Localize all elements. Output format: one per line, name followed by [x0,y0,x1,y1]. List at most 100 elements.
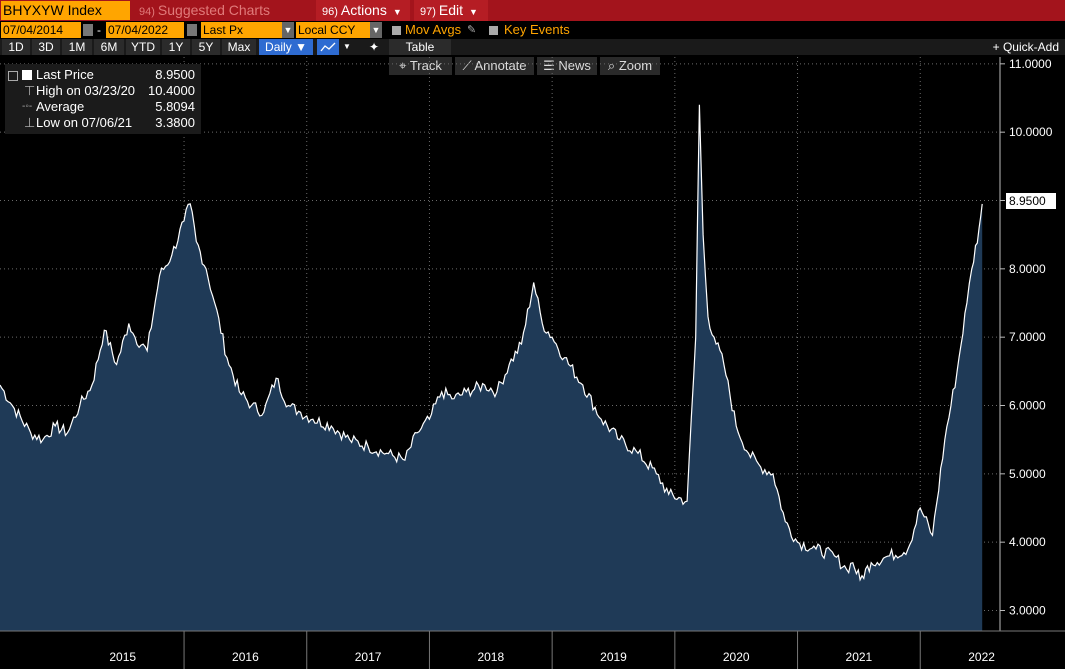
annotate-button[interactable]: ⟋ Annotate [455,57,534,75]
actions-number: 96) [322,6,338,18]
period-1m-button[interactable]: 1M [62,39,92,55]
edit-number: 97) [420,6,436,18]
price-line [0,104,983,582]
chart-options-row: 07/04/2014 - 07/04/2022 Last Px ▼ Local … [0,22,1065,38]
x-axis: 2015 2016 2017 2018 2019 2020 2021 2022 [0,630,1065,669]
average-marker-icon: -◦- [22,101,33,112]
legend-average-label: Average [36,99,85,114]
y-tick-label: 3.0000 [1009,604,1046,618]
pencil-icon[interactable]: ✎ [467,24,477,36]
track-button[interactable]: ⌖ Track [389,57,452,75]
last-price-tag: 8.9500 [1006,193,1056,209]
mov-avgs-label: Mov Avgs [405,22,462,37]
search-icon: ⌕ [607,58,619,73]
news-icon: ☰ [543,58,559,73]
y-tick-label: 4.0000 [1009,535,1046,549]
line-chart-type-icon[interactable] [317,39,339,55]
period-5y-button[interactable]: 5Y [192,39,220,55]
y-tick-label: 11.0000 [1009,57,1052,71]
chevron-down-icon: ▼ [469,7,478,17]
x-tick-label: 2020 [723,650,750,664]
legend-low-value: 3.3800 [155,115,195,130]
low-marker-icon: ⊥ [24,115,36,130]
y-tick-label: 10.0000 [1009,125,1053,139]
chart-grid [0,57,1000,631]
legend-last-value: 8.9500 [155,67,195,82]
frequency-select[interactable]: Daily ▼ [259,39,313,55]
chart-legend: Last Price 8.9500 ⊤ High on 03/23/20 10.… [5,64,201,134]
x-tick-label: 2016 [232,650,259,664]
x-tick-label: 2022 [968,650,995,664]
edit-menu-button[interactable]: 97) Edit ▼ [414,0,488,21]
track-label: Track [409,58,442,73]
date-range-separator: - [97,23,101,37]
start-date-input[interactable]: 07/04/2014 [1,22,81,38]
edit-label: Edit [438,2,464,18]
y-axis: 11.000010.00009.00008.00007.00006.00005.… [999,57,1053,631]
suggested-charts-number: 94) [139,6,155,18]
key-events-checkbox[interactable] [489,26,498,35]
zoom-button[interactable]: ⌕ Zoom [600,57,660,75]
legend-high: ⊤ High on 03/23/20 10.4000 [5,83,201,99]
plus-icon: + [992,40,1003,54]
x-tick-label: 2018 [477,650,504,664]
calendar-icon[interactable] [83,24,93,36]
y-tick-label: 5.0000 [1009,467,1046,481]
y-tick-label: 6.0000 [1009,399,1046,413]
chevron-down-icon: ▼ [295,40,307,54]
zoom-label: Zoom [618,58,653,73]
period-max-button[interactable]: Max [222,39,256,55]
table-button[interactable]: Table [389,39,451,55]
legend-high-value: 10.4000 [148,83,195,98]
price-area [0,104,983,632]
period-3d-button[interactable]: 3D [32,39,60,55]
calendar-icon[interactable] [187,24,197,36]
legend-average-value: 5.8094 [155,99,195,114]
chevron-down-icon: ▼ [392,7,402,17]
chevron-down-icon[interactable]: ▼ [370,22,382,38]
title-bar: BHYXYW Index 94) Suggested Charts 96) Acti… [0,0,1065,21]
x-tick-label: 2021 [846,650,873,664]
legend-last-price: Last Price 8.9500 [5,67,201,83]
x-tick-label: 2015 [109,650,136,664]
legend-last-label: Last Price [36,67,94,82]
period-1d-button[interactable]: 1D [2,39,30,55]
news-button[interactable]: ☰ News [537,57,597,75]
quick-add-label: Quick-Add [1002,40,1059,54]
frequency-label: Daily [265,40,292,54]
pencil-icon: ⟋ [462,58,475,73]
mov-avgs-checkbox[interactable] [392,26,401,35]
ticker-input[interactable]: BHYXYW Index [1,1,130,20]
crosshair-icon: ⌖ [399,58,410,73]
news-label: News [558,58,591,73]
key-events-label: Key Events [504,22,570,37]
gear-icon[interactable]: ✦ [364,39,384,55]
legend-low-label: Low on 07/06/21 [36,115,133,130]
actions-menu-button[interactable]: 96) Actions ▼ [316,0,410,21]
line-chart-icon [320,42,336,52]
chevron-down-icon[interactable]: ▼ [282,22,294,38]
currency-select[interactable]: Local CCY [296,22,370,38]
high-marker-icon: ⊤ [24,83,36,98]
x-tick-label: 2019 [600,650,627,664]
period-ytd-button[interactable]: YTD [126,39,160,55]
chevron-down-icon[interactable]: ▼ [341,39,353,55]
suggested-charts-label: Suggested Charts [157,2,270,18]
legend-swatch [22,70,32,80]
legend-low: ⊥ Low on 07/06/21 3.3800 [5,115,201,131]
legend-average: -◦- Average 5.8094 [5,99,201,115]
period-6m-button[interactable]: 6M [94,39,124,55]
field-select[interactable]: Last Px [201,22,292,38]
end-date-input[interactable]: 07/04/2022 [106,22,184,38]
actions-label: Actions [340,2,387,18]
suggested-charts-button[interactable]: 94) Suggested Charts [133,0,314,21]
period-toolbar: 1D 3D 1M 6M YTD 1Y 5Y Max Daily ▼ ▼ ✦ Ta… [0,39,1065,55]
x-tick-label: 2017 [355,650,382,664]
period-1y-button[interactable]: 1Y [162,39,190,55]
annotate-label: Annotate [474,58,527,73]
y-tick-label: 8.0000 [1009,262,1046,276]
y-tick-label: 7.0000 [1009,330,1046,344]
quick-add-button[interactable]: + Quick-Add [993,39,1059,55]
legend-high-label: High on 03/23/20 [36,83,136,98]
legend-toggle-icon[interactable] [8,71,18,81]
